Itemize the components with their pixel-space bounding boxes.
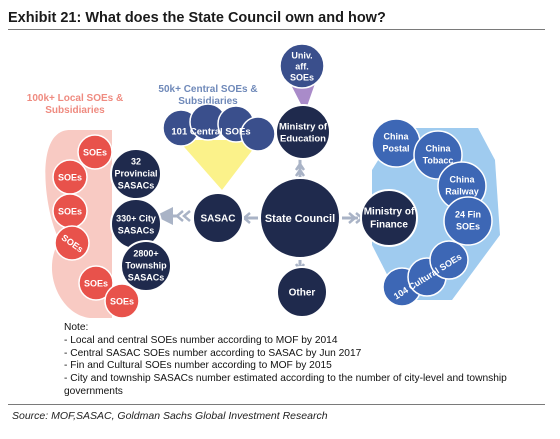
note-line: - Central SASAC SOEs number according to… bbox=[64, 347, 362, 359]
title-divider bbox=[8, 29, 545, 30]
township-sasacs-label: SASACs bbox=[128, 272, 165, 282]
fin-soes-label: 24 Fin bbox=[455, 209, 481, 219]
univ-soes-label: Univ. bbox=[291, 50, 312, 60]
univ-soes-label: aff. bbox=[295, 61, 309, 71]
township-sasacs-label: 2800+ bbox=[133, 248, 158, 258]
other-label: Other bbox=[289, 288, 316, 299]
notes-block: Note: - Local and central SOEs number ac… bbox=[64, 322, 534, 399]
provincial-sasacs-label: SASACs bbox=[118, 180, 155, 190]
local-soe-node bbox=[77, 134, 113, 170]
china-postal-label: Postal bbox=[382, 143, 409, 153]
local-soe-label: SOEs bbox=[58, 206, 82, 216]
township-sasacs-label: Township bbox=[125, 260, 167, 270]
sasac-node bbox=[192, 192, 244, 244]
fin-soes-node bbox=[443, 196, 493, 246]
central-soes-region bbox=[178, 140, 260, 190]
note-line: - Local and central SOEs number accordin… bbox=[64, 334, 338, 346]
local-soe-label: SOEs bbox=[58, 172, 82, 182]
ministry-education-label: Ministry of bbox=[279, 122, 328, 133]
univ-soes-node bbox=[279, 43, 325, 89]
note-line: - City and township SASACs number estima… bbox=[64, 373, 507, 397]
central-soes-cluster: 101 Central SOEs bbox=[162, 103, 276, 152]
ministry-finance-label: Ministry of bbox=[364, 207, 415, 218]
china-railway-label: Railway bbox=[445, 186, 479, 196]
exhibit-title: Exhibit 21: What does the State Council … bbox=[8, 10, 386, 26]
china-tobacco-label: Tobacc bbox=[423, 155, 454, 165]
city-sasacs-label: 330+ City bbox=[116, 213, 156, 223]
central-group-label: Subsidiaries bbox=[178, 96, 238, 107]
fin-soes-label: SOEs bbox=[456, 221, 480, 231]
local-soe-node bbox=[104, 283, 140, 319]
central-group-label: 50k+ Central SOEs & bbox=[158, 84, 257, 95]
ministry-finance-label: Finance bbox=[370, 220, 408, 231]
ministry-education-label: Education bbox=[280, 134, 326, 145]
source-text: Source: MOF,SASAC, Goldman Sachs Global … bbox=[12, 410, 328, 422]
state-council-node bbox=[259, 177, 341, 259]
china-tobacco-label: China bbox=[425, 143, 451, 153]
local-soe-label: SOEs bbox=[83, 147, 107, 157]
univ-soes-label: SOEs bbox=[290, 72, 314, 82]
local-soe-node bbox=[54, 225, 90, 261]
sasac-label: SASAC bbox=[200, 214, 235, 225]
township-sasacs-node bbox=[120, 240, 172, 292]
central-soes-label: 101 Central SOEs bbox=[171, 127, 250, 138]
ministry-finance-node bbox=[360, 189, 418, 247]
note-line: - Fin and Cultural SOEs number according… bbox=[64, 360, 332, 372]
notes-heading: Note: bbox=[64, 322, 89, 333]
local-soe-node bbox=[78, 265, 114, 301]
local-group-label: 100k+ Local SOEs & bbox=[27, 93, 123, 104]
provincial-sasacs-label: 32 bbox=[131, 156, 141, 166]
local-group-label: Subsidiaries bbox=[45, 105, 105, 116]
provincial-sasacs-label: Provincial bbox=[114, 168, 157, 178]
china-railway-label: China bbox=[449, 174, 475, 184]
ministry-education-node bbox=[275, 104, 331, 160]
other-node bbox=[276, 266, 328, 318]
local-soe-label: SOEs bbox=[84, 278, 108, 288]
chevron-arrows bbox=[175, 161, 364, 273]
local-soe-label: SOEs bbox=[110, 296, 134, 306]
source-divider bbox=[8, 404, 545, 405]
state-council-label: State Council bbox=[265, 213, 335, 225]
local-soes-cluster: SOEs SOEs SOEs SOEs SOEs SOEs bbox=[52, 134, 140, 319]
city-sasacs-label: SASACs bbox=[118, 225, 155, 235]
china-postal-label: China bbox=[383, 131, 409, 141]
